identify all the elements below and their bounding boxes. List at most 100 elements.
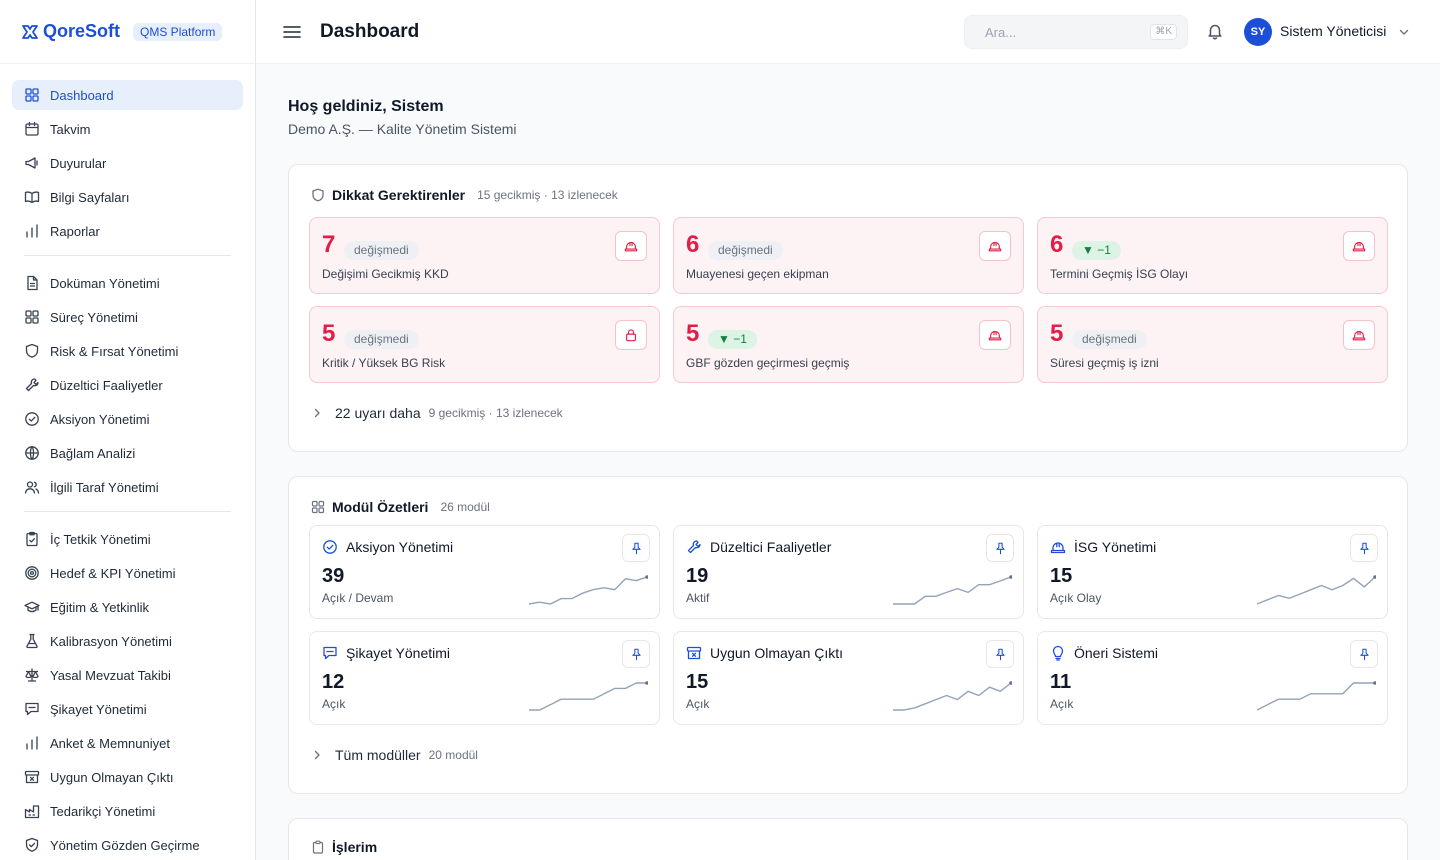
sidebar-item-label: Eğitim & Yetkinlik <box>50 599 149 615</box>
module-card[interactable]: Düzeltici Faaliyetler 19 Aktif <box>673 525 1024 619</box>
chevron-right-icon <box>311 407 323 419</box>
sidebar-item-0-4[interactable]: Raporlar <box>12 216 243 246</box>
sidebar-item-2-3[interactable]: Kalibrasyon Yönetimi <box>12 626 243 656</box>
sidebar-item-1-6[interactable]: İlgili Taraf Yönetimi <box>12 472 243 502</box>
check-circle-icon <box>322 539 338 555</box>
sidebar-item-0-0[interactable]: Dashboard <box>12 80 243 110</box>
document-icon <box>24 275 40 291</box>
attention-card[interactable]: 6 ▼ −1 Termini Geçmiş İSG Olayı <box>1037 217 1388 294</box>
sidebar-item-2-8[interactable]: Tedarikçi Yönetimi <box>12 796 243 826</box>
change-badge: değişmedi <box>344 241 419 260</box>
module-header: Şikayet Yönetimi <box>322 645 450 661</box>
alert-label: Termini Geçmiş İSG Olayı <box>1050 267 1189 281</box>
welcome-title: Hoş geldiniz, Sistem <box>288 98 444 115</box>
sidebar-item-0-3[interactable]: Bilgi Sayfaları <box>12 182 243 212</box>
sidebar-item-label: Hedef & KPI Yönetimi <box>50 565 176 581</box>
alert-open-button[interactable] <box>1343 320 1375 350</box>
wrench-icon <box>24 377 40 393</box>
brand: QoreSoft QMS Platform <box>0 0 255 64</box>
sidebar-item-2-0[interactable]: İç Tetkik Yönetimi <box>12 524 243 554</box>
sparkline <box>1256 575 1376 605</box>
all-modules-toggle[interactable]: Tüm modüller 20 modül <box>311 747 478 763</box>
alert-open-button[interactable] <box>615 231 647 261</box>
module-title: Uygun Olmayan Çıktı <box>710 645 844 661</box>
pin-button[interactable] <box>1350 534 1378 562</box>
bell-icon[interactable] <box>1206 22 1224 40</box>
chevron-down-icon[interactable] <box>1398 26 1410 38</box>
attention-card[interactable]: 5 değişmedi Süresi geçmiş iş izni <box>1037 306 1388 383</box>
alert-open-button[interactable] <box>1343 231 1375 261</box>
sidebar-item-2-9[interactable]: Yönetim Gözden Geçirme <box>12 830 243 860</box>
attention-card[interactable]: 7 değişmedi Değişimi Gecikmiş KKD <box>309 217 660 294</box>
pin-button[interactable] <box>622 534 650 562</box>
attention-meta: 15 gecikmiş · 13 izlenecek <box>477 188 618 202</box>
more-alerts-toggle[interactable]: 22 uyarı daha 9 gecikmiş · 13 izlenecek <box>311 405 563 421</box>
sidebar-item-1-3[interactable]: Düzeltici Faaliyetler <box>12 370 243 400</box>
platform-badge: QMS Platform <box>133 22 223 41</box>
avatar[interactable]: SY <box>1244 18 1272 46</box>
sidebar-item-1-2[interactable]: Risk & Fırsat Yönetimi <box>12 336 243 366</box>
sidebar-item-1-0[interactable]: Doküman Yönetimi <box>12 268 243 298</box>
message-icon <box>24 701 40 717</box>
bar-chart-icon <box>24 735 40 751</box>
menu-icon[interactable] <box>283 23 301 41</box>
module-value: 11 <box>1050 671 1072 693</box>
alert-open-button[interactable] <box>979 231 1011 261</box>
pin-button[interactable] <box>622 640 650 668</box>
all-modules-meta: 20 modül <box>428 748 478 762</box>
pin-icon <box>630 542 643 555</box>
sidebar-item-1-1[interactable]: Süreç Yönetimi <box>12 302 243 332</box>
module-value: 39 <box>322 565 345 587</box>
module-value: 15 <box>686 671 709 693</box>
attention-card[interactable]: 6 değişmedi Muayenesi geçen ekipman <box>673 217 1024 294</box>
logo[interactable]: QoreSoft <box>20 21 120 42</box>
attention-card[interactable]: 5 ▼ −1 GBF gözden geçirmesi geçmiş <box>673 306 1024 383</box>
alert-value: 5 <box>1050 320 1064 347</box>
nav-divider <box>24 255 231 256</box>
more-alerts-meta: 9 gecikmiş · 13 izlenecek <box>428 406 563 420</box>
user-name[interactable]: Sistem Yöneticisi <box>1280 23 1387 39</box>
sidebar-item-0-1[interactable]: Takvim <box>12 114 243 144</box>
sparkline-end-dot <box>645 681 648 685</box>
brand-name: QoreSoft <box>43 21 121 41</box>
pin-button[interactable] <box>986 640 1014 668</box>
sidebar-item-label: Bağlam Analizi <box>50 445 136 461</box>
lightbulb-icon <box>1050 645 1066 661</box>
module-card[interactable]: İSG Yönetimi 15 Açık Olay <box>1037 525 1388 619</box>
attention-card[interactable]: 5 değişmedi Kritik / Yüksek BG Risk <box>309 306 660 383</box>
sidebar-item-0-2[interactable]: Duyurular <box>12 148 243 178</box>
pin-icon <box>1358 542 1371 555</box>
alert-label: Süresi geçmiş iş izni <box>1050 356 1159 370</box>
module-header: İSG Yönetimi <box>1050 539 1156 555</box>
sidebar-item-1-5[interactable]: Bağlam Analizi <box>12 438 243 468</box>
sidebar-item-1-4[interactable]: Aksiyon Yönetimi <box>12 404 243 434</box>
alert-open-button[interactable] <box>615 320 647 350</box>
module-card[interactable]: Şikayet Yönetimi 12 Açık <box>309 631 660 725</box>
search-input[interactable] <box>985 24 1135 40</box>
sidebar-item-label: Süreç Yönetimi <box>50 309 138 325</box>
module-card[interactable]: Aksiyon Yönetimi 39 Açık / Devam <box>309 525 660 619</box>
sidebar-item-2-1[interactable]: Hedef & KPI Yönetimi <box>12 558 243 588</box>
change-badge: değişmedi <box>708 241 783 260</box>
sidebar-item-2-7[interactable]: Uygun Olmayan Çıktı <box>12 762 243 792</box>
alert-value: 7 <box>322 231 336 258</box>
modules-title: Modül Özetleri <box>332 499 429 515</box>
hard-hat-icon <box>624 239 638 253</box>
pin-button[interactable] <box>1350 640 1378 668</box>
alert-open-button[interactable] <box>979 320 1011 350</box>
sidebar-item-2-4[interactable]: Yasal Mevzuat Takibi <box>12 660 243 690</box>
pin-button[interactable] <box>986 534 1014 562</box>
module-card[interactable]: Öneri Sistemi 11 Açık <box>1037 631 1388 725</box>
module-header: Uygun Olmayan Çıktı <box>686 645 843 661</box>
mywork-title: İşlerim <box>332 839 378 855</box>
sidebar-item-2-5[interactable]: Şikayet Yönetimi <box>12 694 243 724</box>
attention-header: Dikkat Gerektirenler 15 gecikmiş · 13 iz… <box>311 187 618 203</box>
more-alerts-label: 22 uyarı daha <box>335 405 421 421</box>
sidebar-item-2-2[interactable]: Eğitim & Yetkinlik <box>12 592 243 622</box>
mywork-header: İşlerim <box>311 839 377 855</box>
pin-icon <box>994 542 1007 555</box>
module-title: İSG Yönetimi <box>1074 539 1157 555</box>
sidebar-item-2-6[interactable]: Anket & Memnuniyet <box>12 728 243 758</box>
nav-divider <box>24 511 231 512</box>
module-card[interactable]: Uygun Olmayan Çıktı 15 Açık <box>673 631 1024 725</box>
